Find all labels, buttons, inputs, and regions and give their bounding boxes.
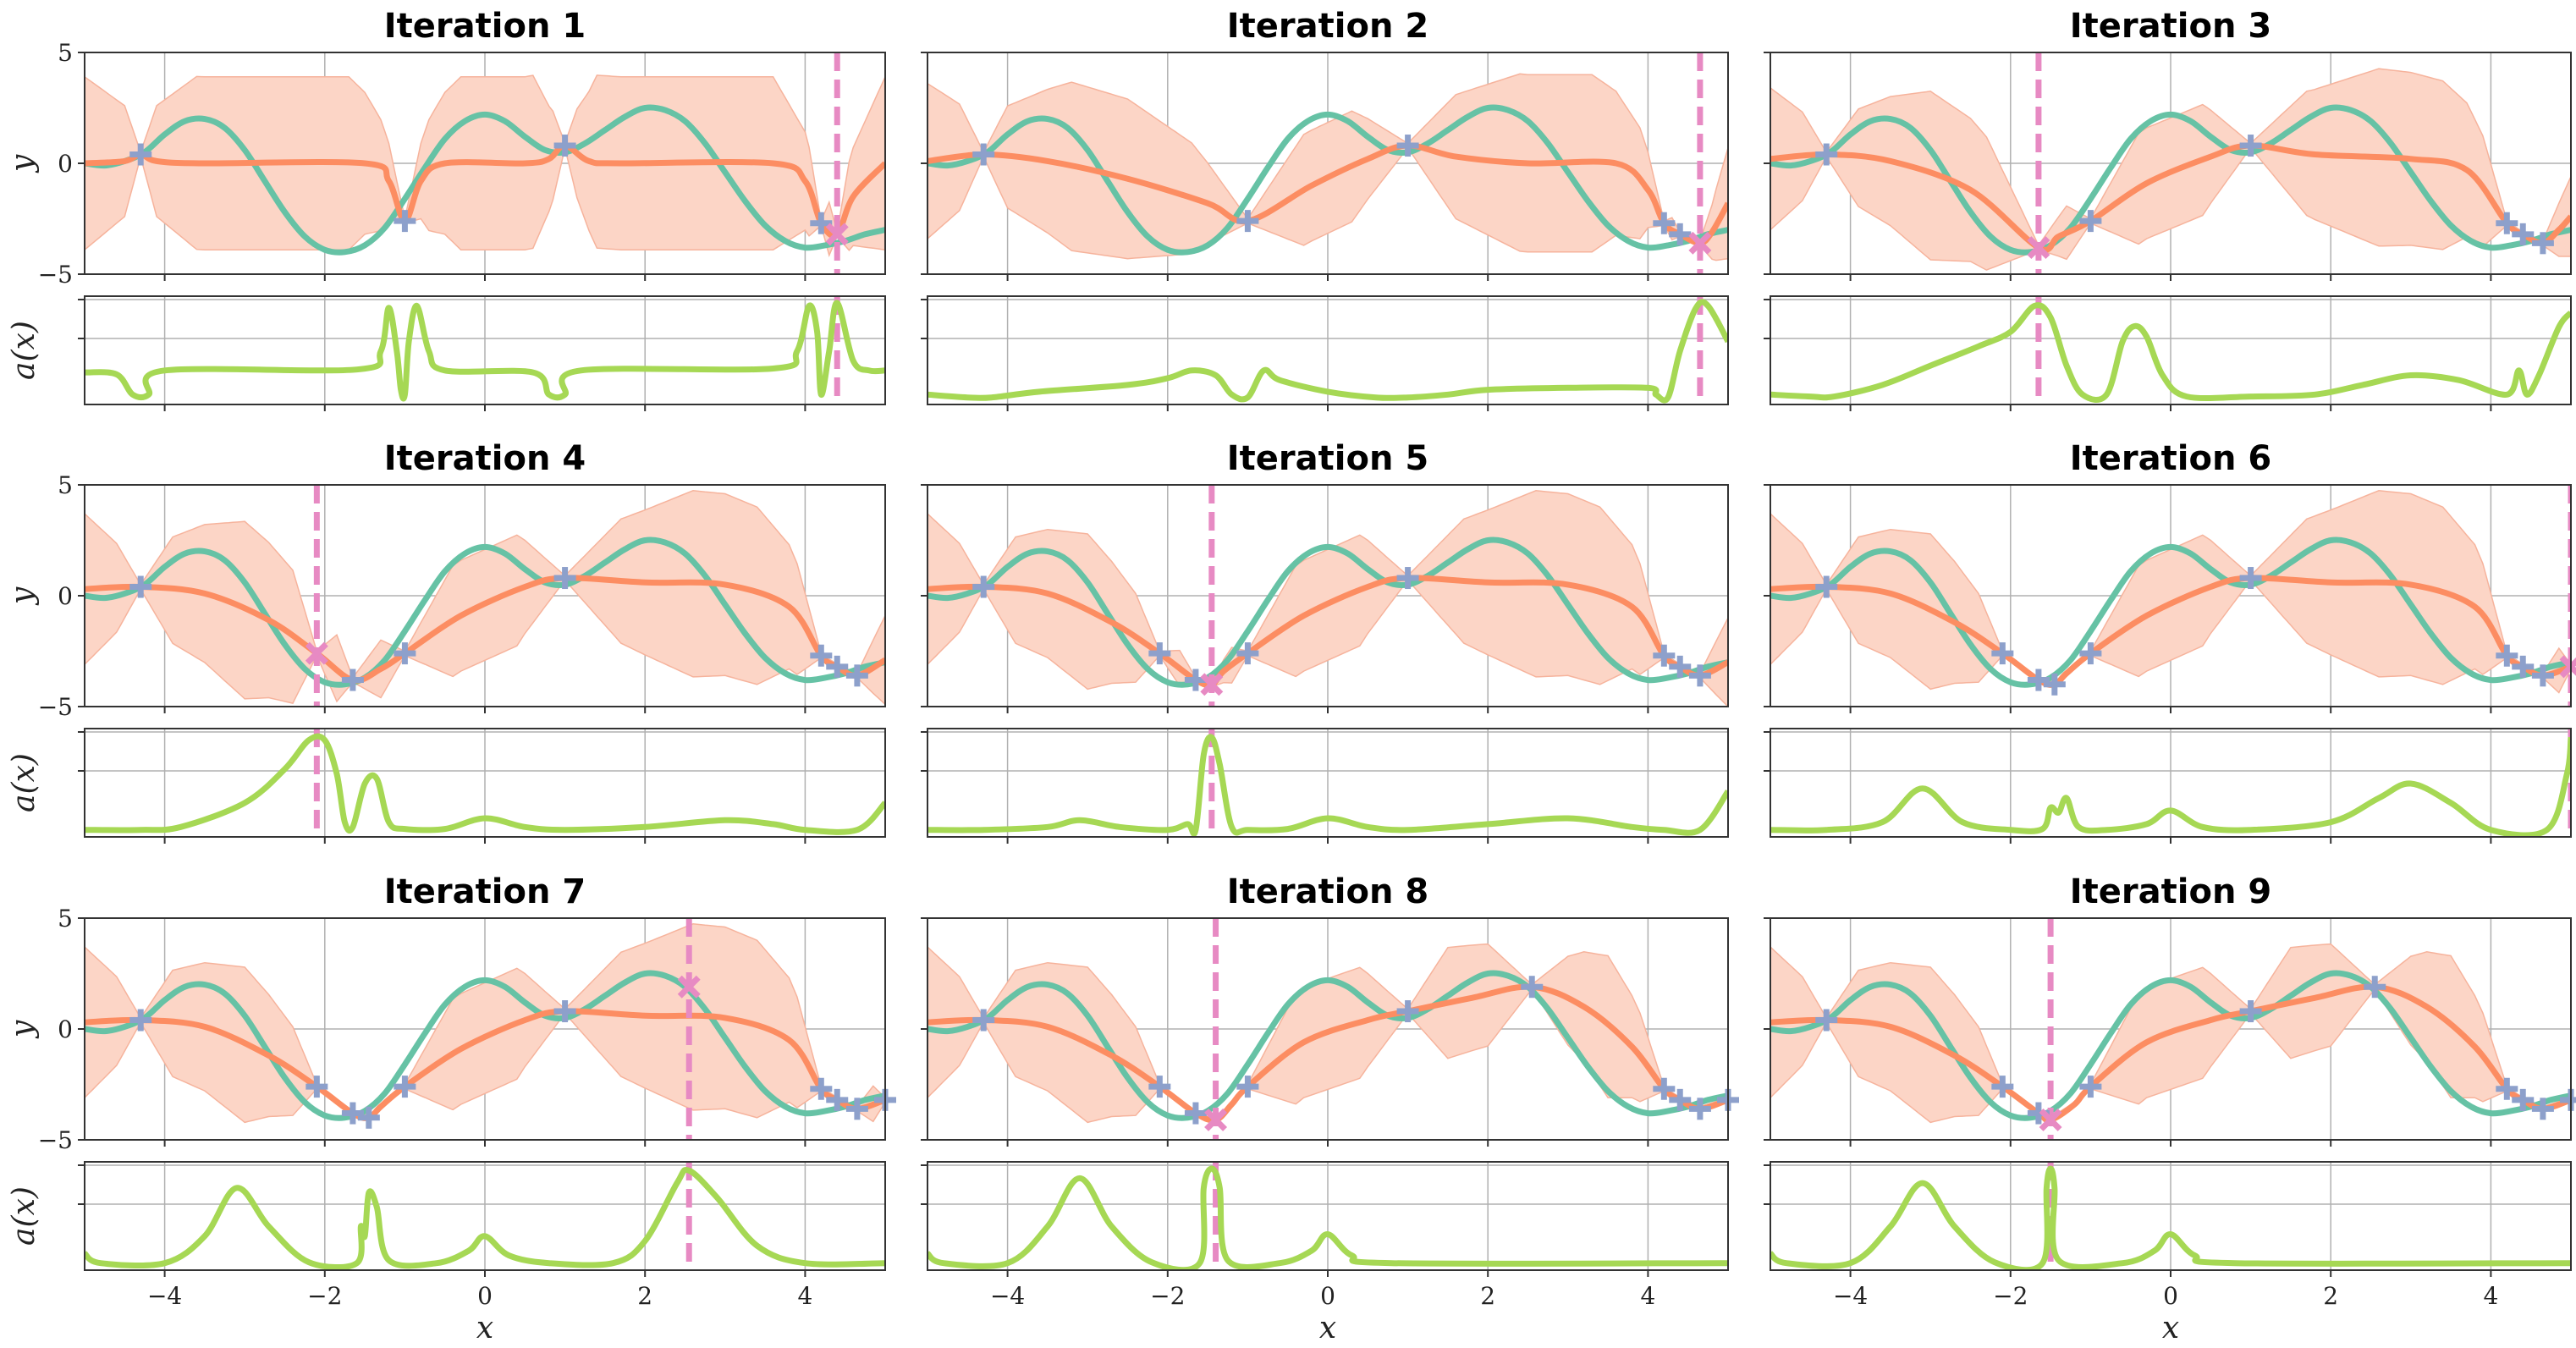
panel-title: Iteration 8	[1227, 872, 1428, 911]
x-tick-label: −2	[1993, 1282, 2028, 1310]
acquisition-axis-label: a(x)	[7, 1186, 41, 1246]
true-function-line	[927, 536, 1728, 688]
gp-mean-line	[927, 575, 1728, 689]
x-axis-label: x	[476, 1311, 493, 1345]
true-function-line	[927, 970, 1728, 1121]
next-sample-marker	[2027, 236, 2050, 260]
gp-mean-line	[85, 1008, 885, 1121]
panel-title: Iteration 9	[2070, 872, 2271, 911]
next-sample-marker	[677, 975, 701, 999]
x-axis-label: x	[2162, 1311, 2179, 1345]
gp-mean-line	[85, 142, 885, 239]
true-function-line	[85, 104, 885, 256]
panel-title: Iteration 1	[384, 7, 586, 46]
x-tick-label: 0	[477, 1282, 493, 1310]
y-axis-label: y	[5, 1020, 40, 1039]
x-tick-label: 4	[1640, 1282, 1655, 1310]
true-function-line	[1770, 104, 2571, 256]
y-tick-label: 5	[58, 905, 73, 933]
next-sample-marker	[1200, 673, 1224, 696]
panel-iteration-6: Iteration 6	[1764, 439, 2576, 844]
x-tick-label: 4	[2483, 1282, 2498, 1310]
x-axis-label: x	[1319, 1311, 1336, 1345]
y-tick-label: 5	[58, 471, 73, 499]
acquisition-line	[927, 299, 1728, 404]
true-function-line	[85, 970, 885, 1121]
x-tick-label: −4	[147, 1282, 182, 1310]
panel-title: Iteration 7	[384, 872, 586, 911]
x-tick-label: 0	[2163, 1282, 2178, 1310]
x-tick-label: 0	[1320, 1282, 1335, 1310]
gp-mean-line	[1770, 575, 2571, 688]
x-tick-label: 2	[2323, 1282, 2338, 1310]
x-tick-label: −4	[990, 1282, 1025, 1310]
x-tick-label: 2	[637, 1282, 652, 1310]
true-function-line	[1770, 536, 2571, 688]
panel-iteration-7: Iteration 7 5 0 −5 y a(x) −4 −2 0 2 4 x	[5, 872, 896, 1345]
acquisition-line	[85, 733, 885, 835]
y-tick-label: 5	[58, 39, 73, 67]
panel-title: Iteration 6	[2070, 439, 2271, 478]
next-sample-marker	[825, 223, 849, 246]
y-tick-label: −5	[38, 1126, 73, 1154]
panel-iteration-8: Iteration 8 −4 −2 0 2 4 x	[921, 872, 1739, 1345]
y-tick-label: 0	[58, 150, 73, 178]
y-axis-label: y	[5, 154, 40, 173]
true-function-line	[1770, 970, 2571, 1121]
next-sample-marker	[305, 641, 328, 665]
acquisition-axis-label: a(x)	[7, 321, 41, 380]
y-tick-label: −5	[38, 261, 73, 289]
y-tick-label: 0	[58, 1015, 73, 1043]
x-tick-label: 2	[1480, 1282, 1495, 1310]
x-tick-label: −2	[1150, 1282, 1185, 1310]
panel-title: Iteration 5	[1227, 439, 1428, 478]
panel-title: Iteration 4	[384, 439, 586, 478]
acquisition-line	[1770, 736, 2571, 837]
x-tick-label: 4	[797, 1282, 812, 1310]
acquisition-line	[927, 1165, 1728, 1270]
x-tick-label: −4	[1833, 1282, 1868, 1310]
acquisition-line	[85, 300, 885, 402]
acquisition-line	[85, 1166, 885, 1270]
panel-iteration-3: Iteration 3	[1764, 7, 2572, 411]
panel-iteration-1: Iteration 1 5 0 −5 y a(x)	[5, 7, 886, 411]
acquisition-line	[1770, 302, 2571, 403]
x-tick-label: −2	[307, 1282, 342, 1310]
acquisition-line	[1770, 1165, 2571, 1270]
panel-iteration-9: Iteration 9 −4 −2 0 2 4 x	[1764, 872, 2576, 1345]
y-tick-label: 0	[58, 582, 73, 610]
next-sample-marker	[2039, 1108, 2062, 1131]
true-function-line	[927, 104, 1728, 256]
panel-title: Iteration 3	[2070, 7, 2271, 46]
panel-iteration-4: Iteration 4 5 0 −5 y a(x)	[5, 439, 886, 844]
next-sample-marker	[1204, 1108, 1228, 1131]
panel-iteration-2: Iteration 2	[921, 7, 1729, 411]
acquisition-axis-label: a(x)	[7, 753, 41, 812]
true-function-line	[85, 536, 885, 688]
panel-title: Iteration 2	[1227, 7, 1428, 46]
gp-mean-line	[1770, 983, 2571, 1124]
next-sample-marker	[1688, 231, 1712, 255]
panel-iteration-5: Iteration 5	[921, 439, 1729, 844]
y-tick-label: −5	[38, 693, 73, 721]
acquisition-line	[927, 734, 1728, 837]
gp-mean-line	[927, 983, 1728, 1124]
y-axis-label: y	[5, 586, 40, 606]
